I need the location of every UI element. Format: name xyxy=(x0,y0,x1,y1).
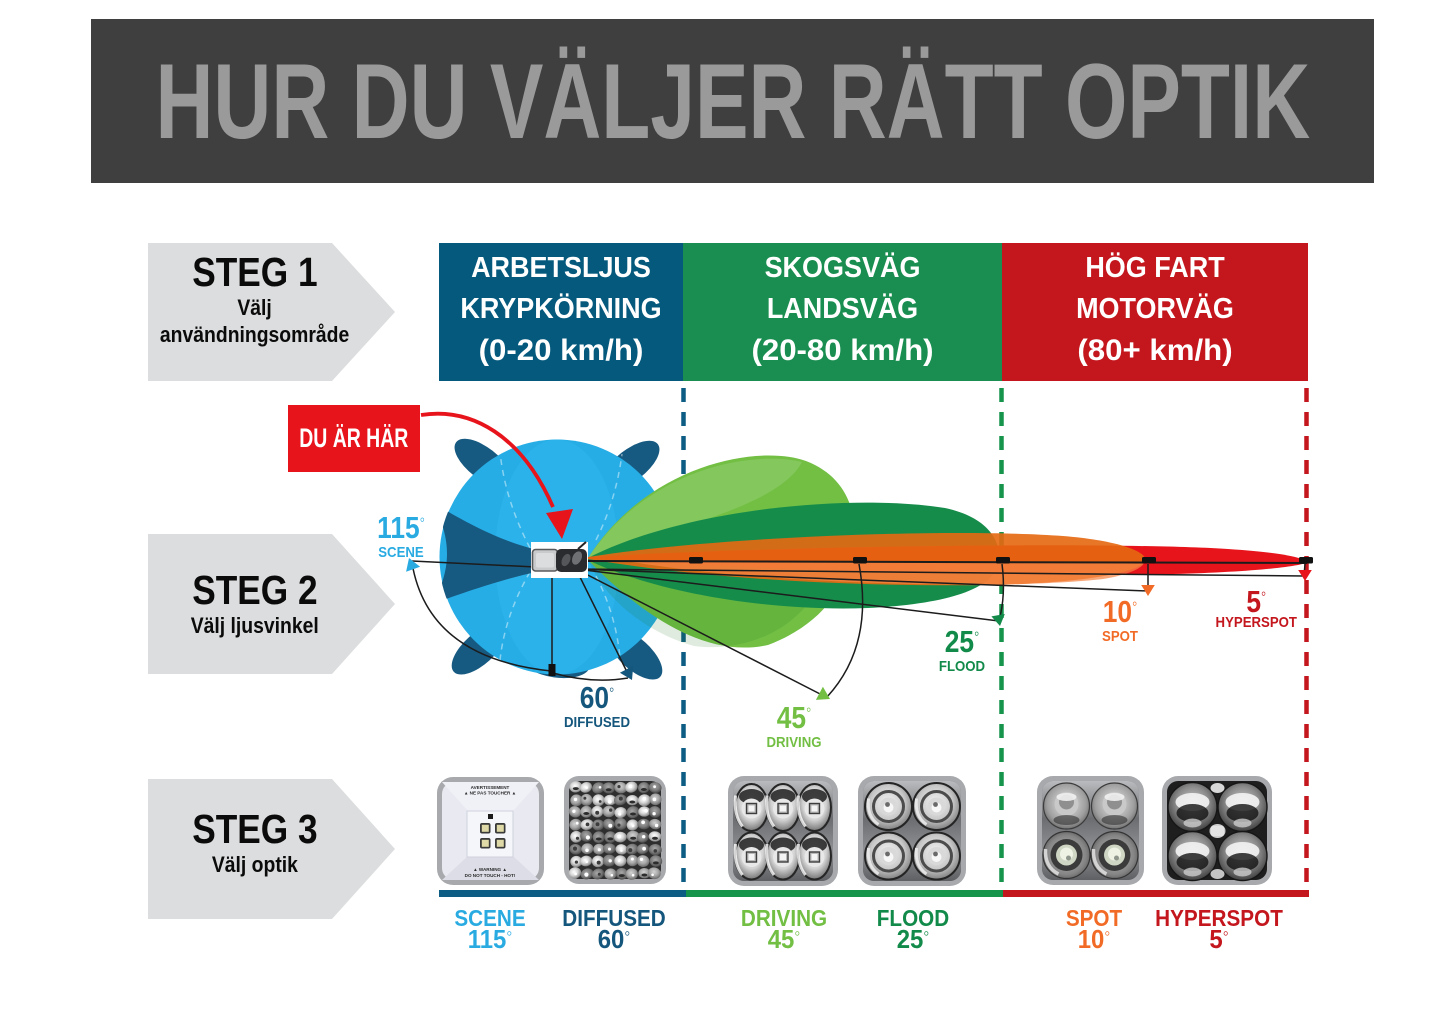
svg-text:▲ NE PAS TOUCHER ▲: ▲ NE PAS TOUCHER ▲ xyxy=(464,791,516,796)
svg-text:AVERTISSEMENT: AVERTISSEMENT xyxy=(471,785,510,790)
svg-text:▲ WARNING ▲: ▲ WARNING ▲ xyxy=(473,867,507,872)
svg-text:DO NOT TOUCH - HOT!: DO NOT TOUCH - HOT! xyxy=(465,873,516,878)
